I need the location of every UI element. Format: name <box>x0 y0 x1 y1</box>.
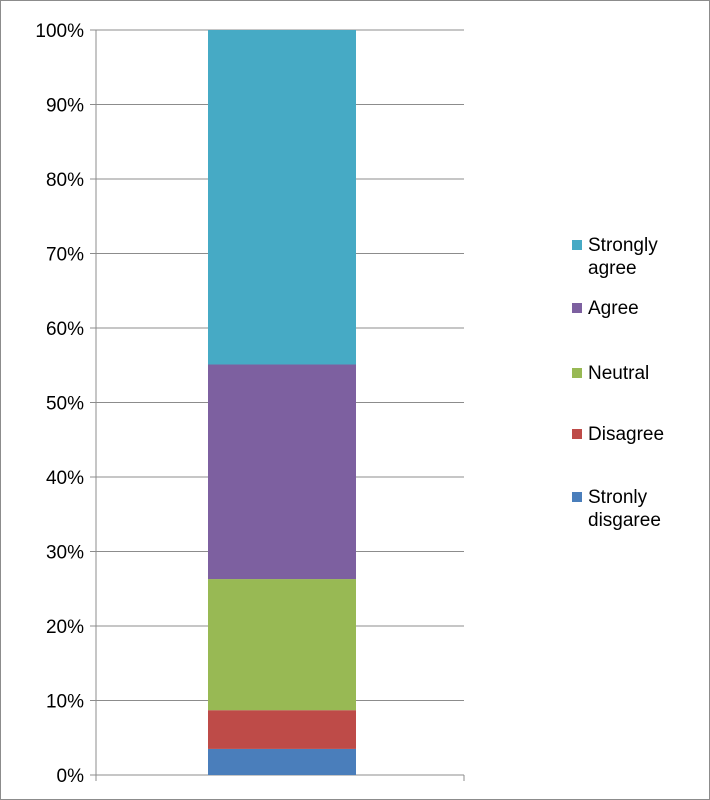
legend-swatch <box>572 492 582 502</box>
legend-swatch <box>572 429 582 439</box>
legend-label: Disagree <box>588 424 664 445</box>
legend-entry: Stronly disgaree <box>572 487 661 531</box>
y-tick-label: 60% <box>46 319 84 340</box>
legend-entry: Agree <box>572 298 639 319</box>
y-tick-label: 100% <box>35 21 84 42</box>
legend-swatch <box>572 240 582 250</box>
legend-label: Stronly disgaree <box>588 487 661 531</box>
y-tick-labels: 0% 10% 20% 30% 40% 50% 60% 70% 80% 90% 100% <box>35 21 84 787</box>
y-tick-label: 40% <box>46 468 84 489</box>
legend-entry: Disagree <box>572 424 664 445</box>
bar-segment-disagree <box>208 710 356 749</box>
y-tick-label: 0% <box>57 766 85 787</box>
legend-entry: Neutral <box>572 363 649 384</box>
legend-swatch <box>572 368 582 378</box>
legend-entry: Strongly agree <box>572 235 658 279</box>
legend: Strongly agree Agree Neutral Disagree Stronly… <box>572 235 664 531</box>
y-tick-label: 20% <box>46 617 84 638</box>
y-tick-label: 10% <box>46 692 84 713</box>
y-tick-label: 90% <box>46 96 84 117</box>
y-tick-label: 50% <box>46 394 84 415</box>
bar-segment-stronly-disgaree <box>208 748 356 775</box>
legend-swatch <box>572 303 582 313</box>
bar-segment-agree <box>208 364 356 580</box>
legend-label: Neutral <box>588 363 649 384</box>
bar-stack <box>208 30 356 775</box>
y-tick-label: 80% <box>46 170 84 191</box>
legend-label: Agree <box>588 298 639 319</box>
y-tick-label: 70% <box>46 245 84 266</box>
legend-label: Strongly agree <box>588 235 658 279</box>
bar-segment-strongly-agree <box>208 30 356 365</box>
bar-segment-neutral <box>208 579 356 711</box>
y-tick-label: 30% <box>46 543 84 564</box>
